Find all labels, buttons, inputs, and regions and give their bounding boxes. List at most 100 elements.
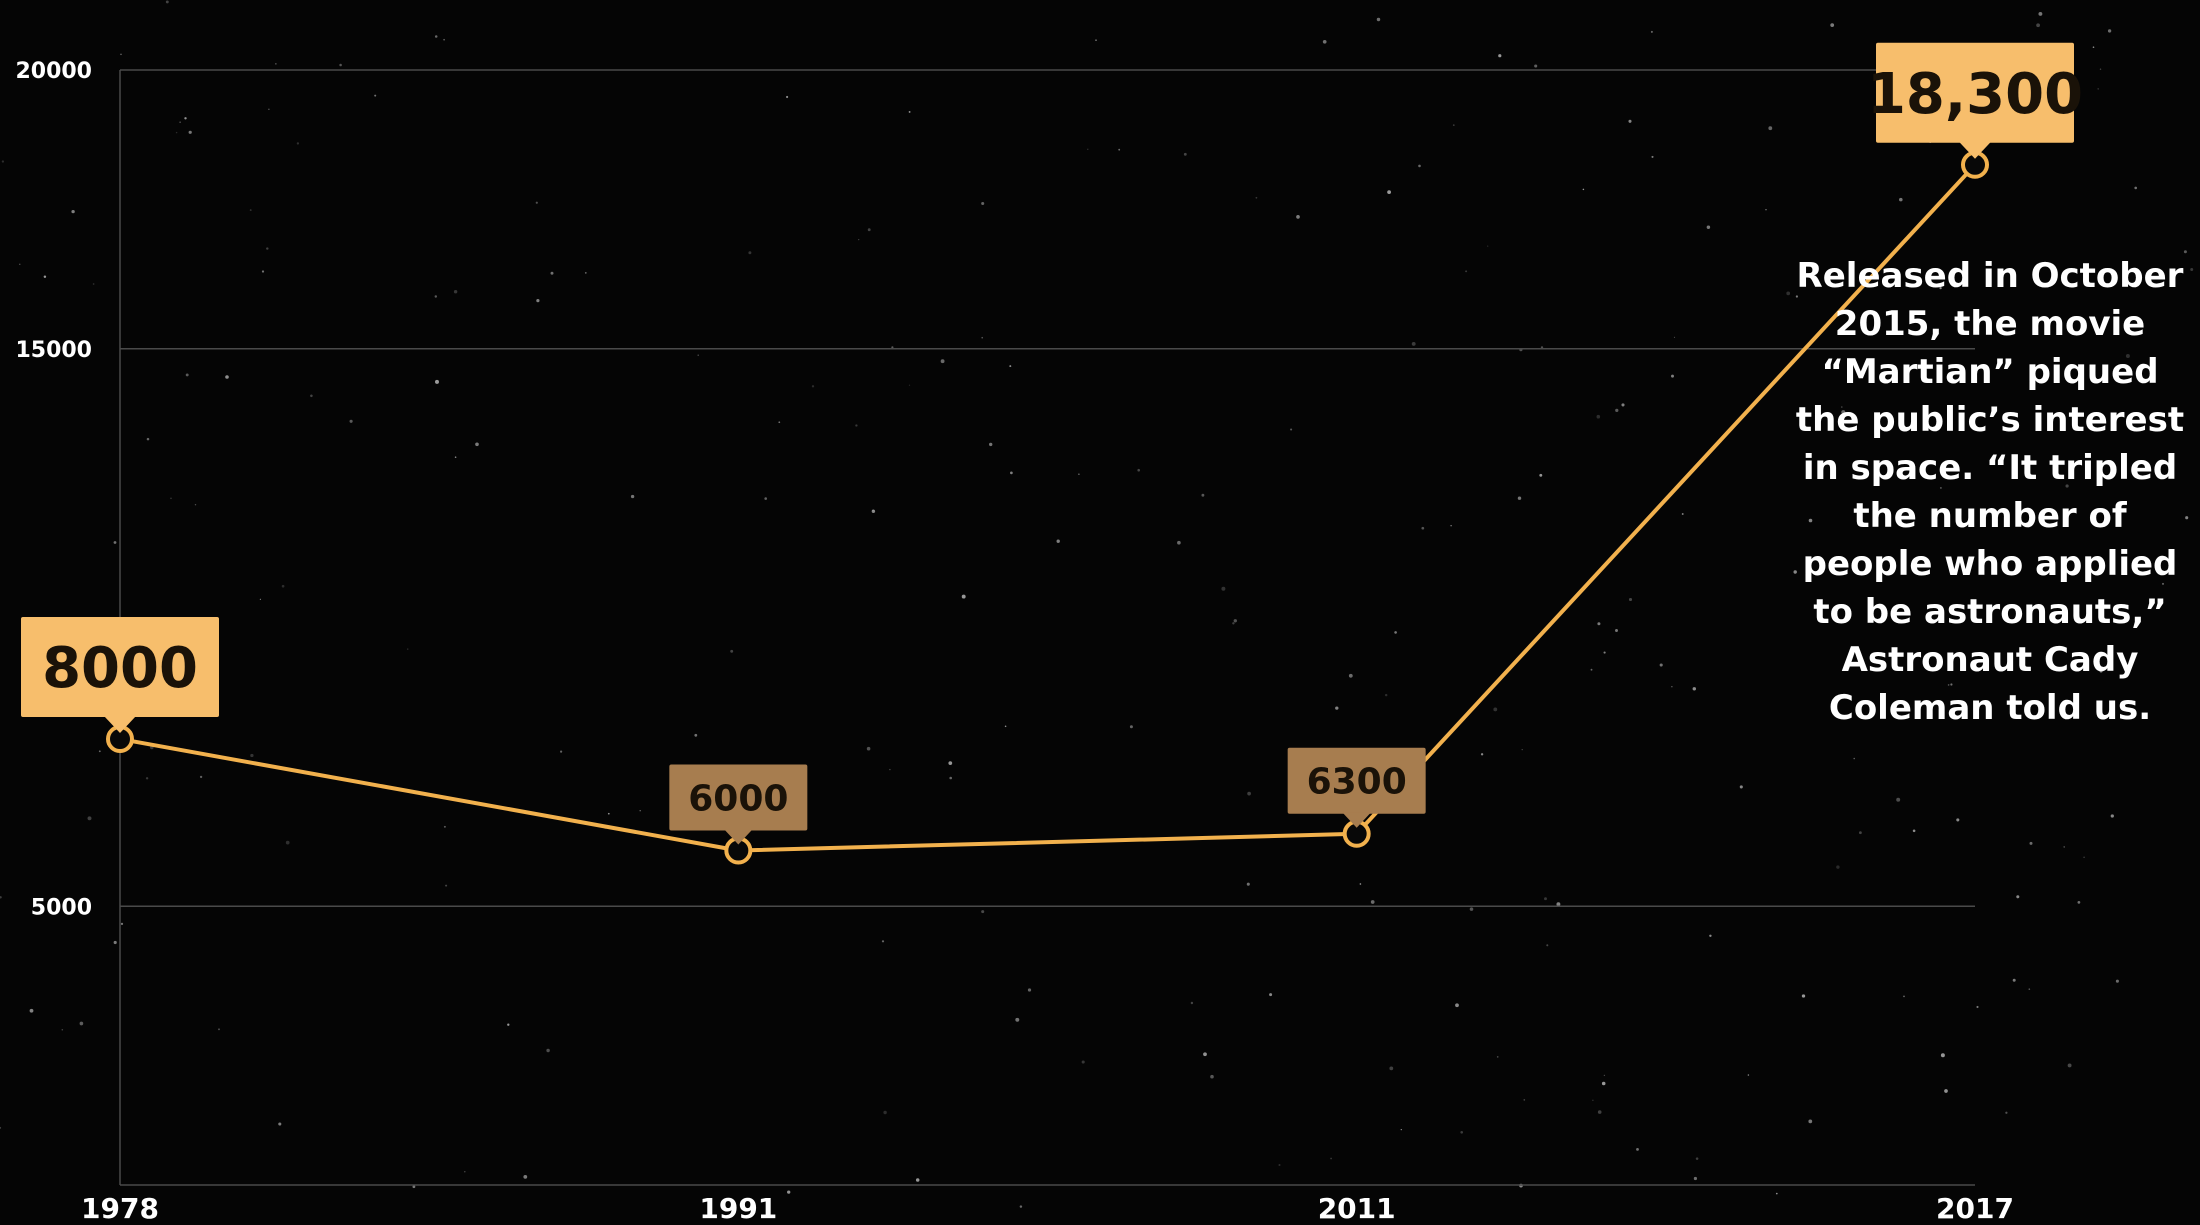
star-decoration (2038, 11, 2043, 16)
x-tick-label: 1978 (81, 1192, 159, 1225)
star-decoration (1836, 865, 1840, 869)
star-decoration (1246, 882, 1250, 886)
data-label: 6000 (688, 778, 788, 819)
star-decoration (1947, 684, 1950, 686)
star-decoration (1920, 329, 1924, 334)
star-decoration (1523, 1099, 1526, 1101)
star-decoration (908, 110, 911, 113)
star-decoration (1177, 540, 1181, 545)
star-decoration (218, 1028, 220, 1031)
x-tick-label: 2017 (1936, 1192, 2014, 1225)
star-decoration (1590, 668, 1593, 671)
star-decoration (1615, 408, 1619, 413)
star-decoration (2134, 186, 2138, 190)
star-decoration (1469, 907, 1474, 911)
star-decoration (787, 1190, 791, 1194)
star-decoration (1009, 365, 1012, 368)
star-decoration (748, 251, 752, 255)
star-decoration (1496, 1056, 1499, 1058)
star-decoration (1498, 54, 1502, 58)
star-decoration (1706, 225, 1711, 229)
star-decoration (584, 272, 587, 274)
star-decoration (1411, 341, 1416, 346)
data-label-callout: 6000 (669, 764, 808, 845)
star-decoration (2065, 484, 2069, 488)
star-decoration (811, 385, 815, 388)
data-points (106, 150, 1989, 865)
star-decoration (275, 63, 277, 65)
star-decoration (1830, 23, 1835, 27)
star-decoration (1460, 1130, 1464, 1134)
star-decoration (1015, 1017, 1020, 1022)
star-decoration (278, 1122, 282, 1126)
star-decoration (188, 130, 192, 134)
star-decoration (0, 896, 2, 899)
star-decoration (694, 733, 698, 737)
star-decoration (179, 121, 181, 123)
data-label-callouts: 8000 6000 6300 18,300 (21, 42, 2083, 845)
star-decoration (2183, 250, 2187, 254)
star-decoration (1493, 707, 1498, 712)
star-decoration (2029, 841, 2033, 845)
star-decoration (1210, 1074, 1214, 1079)
star-decoration (1693, 1176, 1697, 1181)
star-decoration (1795, 295, 1799, 298)
callout-box (669, 764, 808, 831)
star-decoration (1896, 797, 1901, 802)
star-decoration (1517, 496, 1522, 500)
star-decoration (1651, 155, 1654, 158)
star-decoration (1592, 1099, 1594, 1101)
star-decoration (1775, 1192, 1778, 1195)
star-decoration (194, 503, 197, 506)
star-decoration (1912, 829, 1916, 833)
star-decoration (1940, 1053, 1945, 1058)
star-decoration (1939, 486, 1942, 489)
star-decoration (113, 541, 117, 544)
star-decoration (1129, 725, 1133, 729)
star-decoration (1840, 406, 1843, 408)
star-decoration (915, 1178, 920, 1182)
star-decoration (1650, 30, 1653, 33)
series-polyline (118, 162, 1977, 853)
star-decoration (881, 940, 885, 943)
star-decoration (406, 648, 409, 650)
star-decoration (1534, 64, 1538, 68)
star-decoration (1582, 188, 1585, 191)
star-decoration (443, 825, 446, 828)
callout-pointer (1959, 141, 1991, 159)
star-decoration (523, 1175, 528, 1179)
star-decoration (2162, 582, 2164, 585)
star-decoration (1004, 725, 1007, 728)
star-decoration (43, 275, 47, 278)
star-decoration (1992, 457, 1996, 460)
star-decoration (1786, 291, 1791, 296)
star-decoration (1747, 1074, 1750, 1076)
star-decoration (29, 1008, 34, 1013)
star-decoration (867, 228, 871, 232)
star-decoration (374, 94, 377, 97)
star-decoration (2067, 1063, 2072, 1068)
star-decoration (2063, 846, 2066, 848)
star-decoration (1370, 900, 1375, 904)
star-decoration (1841, 410, 1846, 415)
star-decoration (120, 922, 124, 926)
star-decoration (170, 497, 172, 500)
star-decoration (2099, 669, 2103, 673)
star-decoration (1078, 473, 1080, 476)
star-decoration (1296, 215, 1300, 219)
star-decoration (464, 1170, 466, 1173)
star-decoration (1233, 619, 1237, 623)
star-decoration (79, 1021, 84, 1026)
star-decoration (2099, 68, 2102, 70)
star-decoration (1376, 17, 1381, 22)
star-decoration (1247, 791, 1251, 796)
star-decoration (1546, 944, 1549, 947)
callout-box (1287, 747, 1426, 814)
star-decoration (71, 209, 75, 214)
star-decoration (778, 421, 781, 424)
star-decoration (1976, 1005, 1979, 1009)
data-label-callout: 18,300 (1867, 42, 2083, 159)
star-decoration (1521, 748, 1523, 751)
